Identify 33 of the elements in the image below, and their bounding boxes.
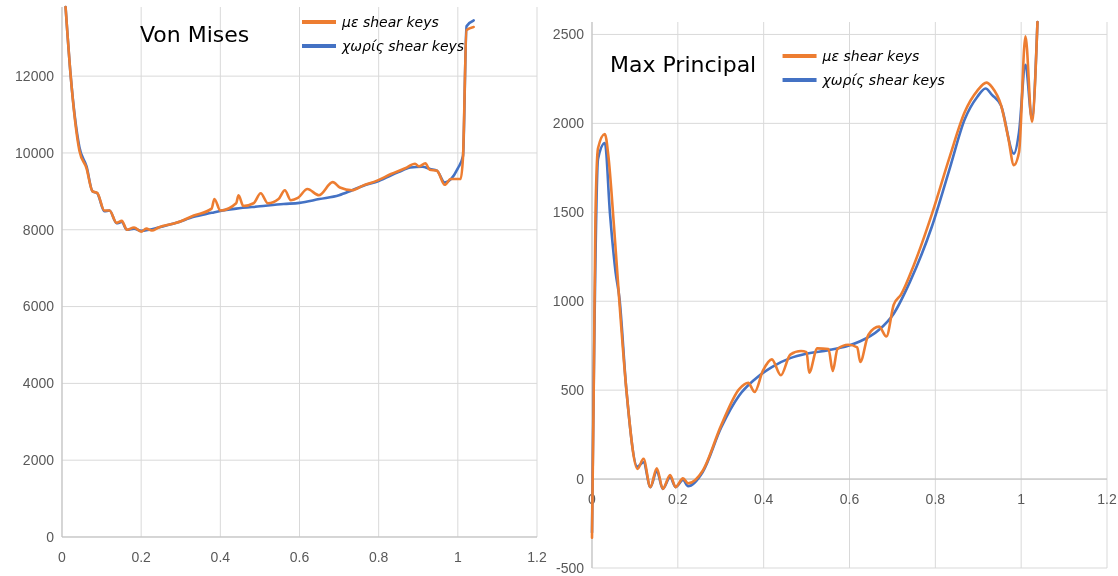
y-tick-label: 1500 xyxy=(552,204,585,221)
x-tick-label: 1 xyxy=(453,548,462,565)
legend-label: χωρίς shear keys xyxy=(341,37,465,54)
y-tick-label: 500 xyxy=(560,382,585,399)
x-tick-label: 0.4 xyxy=(753,490,774,507)
y-tick-label: 12000 xyxy=(15,68,55,85)
y-tick-label: 2000 xyxy=(552,115,585,132)
y-tick-label: 0 xyxy=(46,528,55,545)
y-tick-label: 2000 xyxy=(22,452,55,469)
x-tick-label: 0 xyxy=(58,548,67,565)
legend-label: χωρίς shear keys xyxy=(821,71,945,88)
x-tick-label: 1 xyxy=(1017,490,1026,507)
x-tick-label: 0.6 xyxy=(289,548,310,565)
y-tick-label: 8000 xyxy=(22,221,55,238)
legend-label: με shear keys xyxy=(341,13,439,30)
x-tick-label: 0.8 xyxy=(925,490,946,507)
x-tick-label: 0.2 xyxy=(668,490,688,507)
x-tick-label: 1.2 xyxy=(1097,490,1117,507)
x-tick-label: 0.6 xyxy=(839,490,860,507)
text: Von Mises xyxy=(140,22,250,47)
y-tick-label: 2500 xyxy=(552,26,585,43)
text: Max Principal xyxy=(610,52,757,77)
y-tick-label: 0 xyxy=(576,470,585,487)
x-tick-label: 0.8 xyxy=(368,548,389,565)
y-tick-label: 6000 xyxy=(22,298,55,315)
y-tick-label: 1000 xyxy=(552,293,585,310)
x-tick-label: 0.4 xyxy=(210,548,231,565)
x-tick-label: 1.2 xyxy=(527,548,547,565)
y-tick-label: 4000 xyxy=(22,375,55,392)
legend-label: με shear keys xyxy=(821,47,920,64)
y-tick-label: -500 xyxy=(555,559,585,576)
x-tick-label: 0.2 xyxy=(131,548,152,565)
y-tick-label: 10000 xyxy=(15,144,55,161)
